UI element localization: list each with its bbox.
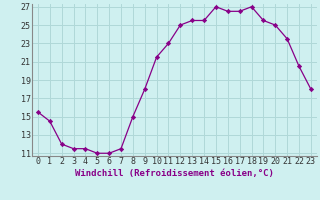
X-axis label: Windchill (Refroidissement éolien,°C): Windchill (Refroidissement éolien,°C): [75, 169, 274, 178]
